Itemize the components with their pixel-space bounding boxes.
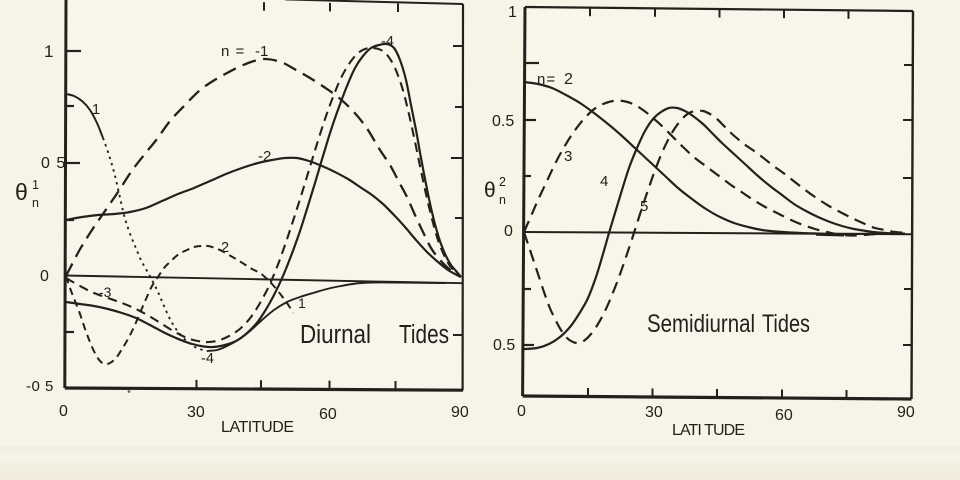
- svg-text:n =: n =: [221, 43, 245, 60]
- svg-text:Semidiurnal: Semidiurnal: [647, 310, 755, 338]
- svg-text:LATITUDE: LATITUDE: [221, 419, 294, 436]
- svg-text:3: 3: [564, 148, 572, 165]
- svg-text:-2: -2: [258, 148, 271, 165]
- svg-text:1: 1: [508, 4, 517, 21]
- svg-text:30: 30: [187, 404, 205, 421]
- svg-text:0 5: 0 5: [41, 155, 66, 172]
- svg-text:Tides: Tides: [399, 321, 449, 349]
- svg-text:1: 1: [298, 295, 306, 311]
- svg-text:1: 1: [92, 102, 100, 118]
- svg-text:n: n: [32, 196, 39, 210]
- svg-text:30: 30: [645, 404, 663, 421]
- svg-text:90: 90: [897, 404, 915, 421]
- svg-text:n=: n=: [537, 71, 556, 88]
- svg-text:4: 4: [600, 173, 608, 190]
- svg-text:Diurnal: Diurnal: [300, 321, 371, 349]
- svg-text:0: 0: [504, 223, 513, 240]
- svg-text:0: 0: [59, 403, 68, 420]
- svg-text:5: 5: [640, 198, 648, 215]
- svg-text:LATI TUDE: LATI TUDE: [672, 422, 745, 439]
- svg-text:0: 0: [40, 268, 49, 285]
- svg-text:0.5: 0.5: [492, 113, 514, 130]
- svg-text:2: 2: [499, 175, 506, 189]
- svg-text:Tides: Tides: [762, 310, 810, 338]
- svg-text:θ: θ: [15, 179, 28, 205]
- svg-text:0.5: 0.5: [493, 337, 515, 354]
- svg-text:-4: -4: [201, 351, 214, 367]
- svg-text:-1: -1: [255, 43, 268, 60]
- svg-text:1: 1: [44, 42, 53, 61]
- svg-text:-0 5: -0 5: [26, 378, 54, 395]
- svg-text:-4: -4: [381, 34, 394, 50]
- svg-text:θ: θ: [484, 179, 496, 202]
- svg-text:90: 90: [451, 404, 469, 421]
- svg-text:1: 1: [32, 178, 39, 192]
- svg-text:2: 2: [564, 71, 573, 88]
- svg-text:60: 60: [775, 407, 793, 424]
- svg-text:0: 0: [517, 403, 526, 420]
- svg-text:n: n: [499, 193, 506, 207]
- svg-text:-3: -3: [99, 284, 112, 300]
- svg-text:60: 60: [319, 406, 337, 423]
- svg-text:2: 2: [221, 240, 229, 256]
